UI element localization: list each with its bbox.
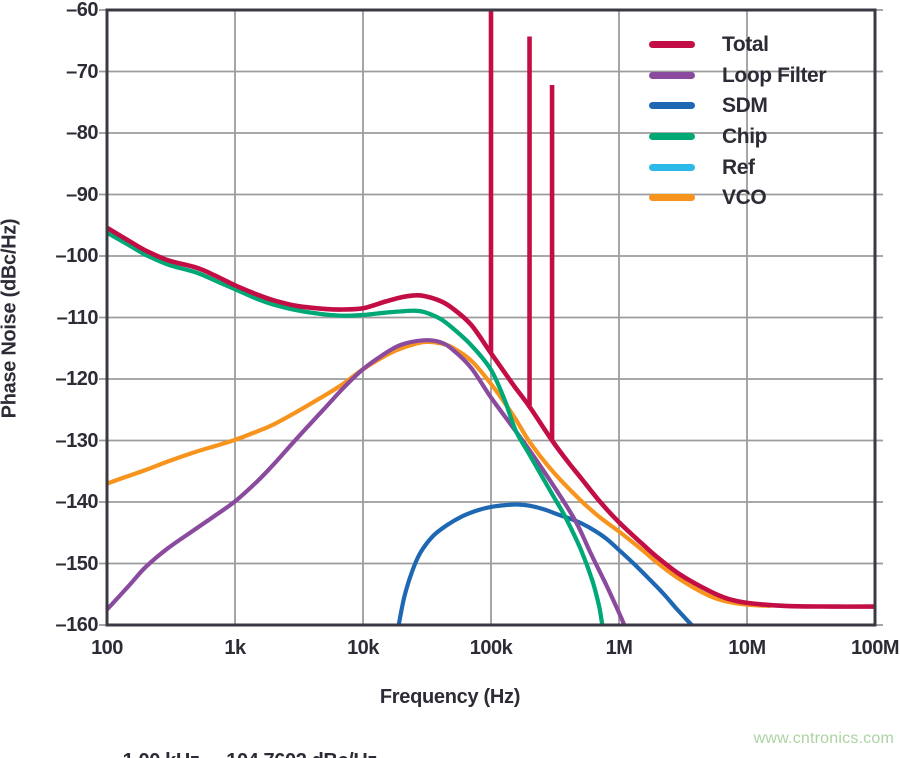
marker-value: –104.7602 dBc/Hz: [216, 750, 378, 758]
watermark: www.cntronics.com: [753, 730, 894, 747]
legend-swatch-ref: [649, 163, 695, 171]
x-tick-label-100M: 100M: [850, 637, 900, 659]
legend-swatch-sdm: [649, 102, 695, 110]
legend-item-loop-filter: Loop Filter: [649, 60, 826, 91]
legend: Total Loop Filter SDM Chip Ref VCO: [649, 29, 826, 213]
y-tick-label-neg70: –70: [66, 60, 98, 83]
legend-label-ref: Ref: [722, 155, 755, 179]
y-tick-label-neg130: –130: [55, 429, 99, 452]
legend-item-vco: VCO: [649, 182, 826, 213]
y-tick-label-neg100: –100: [55, 245, 99, 267]
x-tick-label-100k: 100k: [469, 637, 513, 659]
legend-label-loop-filter: Loop Filter: [722, 63, 827, 87]
legend-swatch-loop-filter: [649, 71, 695, 79]
series-total: [106, 225, 876, 609]
x-tick-label-10k: 10k: [347, 637, 379, 659]
y-tick-label-neg140: –140: [55, 491, 99, 513]
legend-swatch-chip: [649, 132, 695, 140]
legend-item-total: Total: [649, 29, 826, 60]
y-tick-label-neg90: –90: [66, 183, 98, 206]
series-chip: [106, 230, 605, 626]
legend-swatch-total: [649, 40, 695, 48]
y-tick-label-neg110: –110: [56, 306, 99, 329]
x-tick-label-100: 100: [91, 637, 123, 659]
legend-label-chip: Chip: [722, 124, 768, 148]
y-tick-label-neg120: –120: [55, 368, 99, 390]
series-sdm: [396, 502, 694, 626]
legend-label-total: Total: [722, 32, 769, 56]
marker-readout: 1.00 kHz –104.7602 dBc/Hz: [102, 727, 378, 758]
legend-label-vco: VCO: [722, 186, 767, 210]
y-tick-label-neg160: –160: [55, 614, 99, 636]
legend-label-sdm: SDM: [722, 94, 768, 118]
y-tick-label-neg80: –80: [66, 122, 98, 144]
legend-item-ref: Ref: [649, 152, 826, 183]
x-tick-label-1k: 1k: [224, 637, 246, 659]
x-axis-title: Frequency (Hz): [379, 686, 521, 708]
legend-swatch-vco: [649, 194, 695, 202]
legend-item-chip: Chip: [649, 121, 826, 152]
y-tick-label-neg60: –60: [66, 0, 98, 21]
marker-frequency: 1.00 kHz: [123, 750, 200, 758]
y-tick-label-neg150: –150: [55, 552, 99, 575]
series-loop-filter: [106, 338, 627, 626]
x-tick-label-1M: 1M: [605, 637, 633, 659]
x-tick-label-10M: 10M: [728, 637, 766, 659]
legend-item-sdm: SDM: [649, 90, 826, 121]
plot-border: [105, 8, 877, 627]
